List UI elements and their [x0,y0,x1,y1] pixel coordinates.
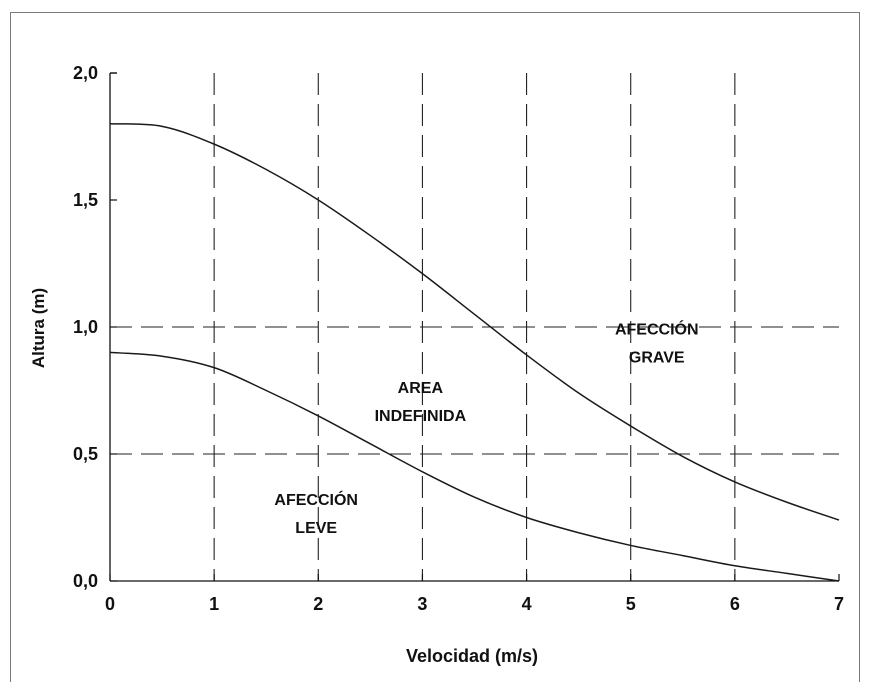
series-line-0 [109,123,840,521]
x-tick-label: 0 [105,594,115,614]
y-tick-label: 1,0 [73,317,98,337]
annotations: AFECCIÓN LEVE AREA INDEFINIDA AFECCIÓN GRAVE [274,320,698,537]
annotation-label-0: LEVE [295,520,337,537]
x-tick-label: 3 [417,594,427,614]
y-tick-label: 0,5 [73,444,98,464]
x-tick-label: 7 [834,594,844,614]
figure-frame [10,12,860,682]
annotation-label-2: AFECCIÓN [615,320,699,339]
x-tick-label: 4 [522,594,532,614]
y-tick-label: 2,0 [73,63,98,83]
series-line-1 [109,351,840,582]
ticks: 0 1 2 3 4 5 6 7 0,0 0,5 1,0 1,5 2,0 [73,63,844,614]
x-tick-label: 6 [730,594,740,614]
y-axis-label: Altura (m) [29,288,48,368]
series-group [109,123,840,582]
x-axis-label: Velocidad (m/s) [406,646,538,666]
x-tick-label: 5 [626,594,636,614]
y-tick-label: 1,5 [73,190,98,210]
x-tick-label: 1 [209,594,219,614]
annotation-label-0: AFECCIÓN [274,490,358,509]
annotation-label-2: GRAVE [629,350,685,367]
grid-lines [110,73,839,581]
annotation-label-1: INDEFINIDA [375,408,467,425]
y-tick-label: 0,0 [73,571,98,591]
annotation-label-1: AREA [398,380,444,397]
x-tick-label: 2 [313,594,323,614]
